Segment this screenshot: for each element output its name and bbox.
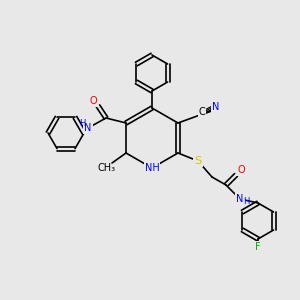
Text: N: N: [236, 194, 244, 204]
Text: S: S: [194, 156, 202, 166]
Text: C: C: [199, 107, 206, 117]
Text: NH: NH: [145, 163, 159, 173]
Text: H: H: [79, 119, 85, 128]
Text: F: F: [255, 242, 261, 252]
Text: O: O: [237, 165, 245, 175]
Text: O: O: [89, 96, 97, 106]
Text: H: H: [243, 197, 249, 206]
Text: N: N: [84, 123, 92, 133]
Text: CH₃: CH₃: [98, 163, 116, 173]
Text: N: N: [212, 102, 220, 112]
